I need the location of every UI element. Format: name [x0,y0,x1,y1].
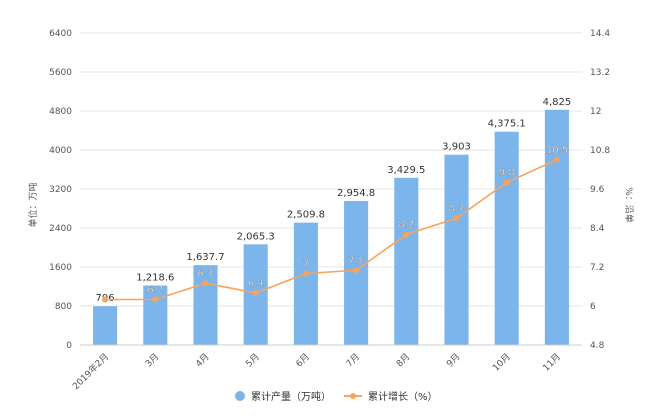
left-tick-label: 800 [55,302,72,312]
bar-value-label: 1,637.7 [186,252,224,263]
bar [143,285,168,345]
bar-value-label: 3,429.5 [387,165,425,176]
right-tick-label: 14.4 [590,29,610,39]
x-tick-label: 4月 [193,351,211,369]
x-tick-label: 11月 [541,351,563,373]
left-tick-label: 2400 [49,224,72,234]
right-tick-label: 12 [590,107,601,117]
line-value-label: 7 [303,259,309,270]
x-tick-label: 10月 [491,351,513,373]
legend: 累计产量（万吨） 累计增长（%） [235,390,438,403]
left-tick-label: 3200 [49,185,72,195]
x-axis-ticks: 2019年2月 3月 4月 5月 6月 7月 8月 9月 10月 11月 [70,344,582,392]
x-tick-label: 8月 [394,351,412,369]
left-tick-label: 6400 [49,29,72,39]
bar-value-label: 3,903 [442,142,471,153]
right-tick-label: 7.2 [590,263,604,273]
left-axis-title: 单位：万吨 [27,182,39,227]
line-point [453,215,460,222]
line-point [202,280,209,287]
bar-value-label: 4,825 [543,97,572,108]
right-tick-label: 10.8 [590,146,610,156]
legend-bar-marker [235,391,245,401]
bar [444,154,469,345]
line-value-label: 6.4 [248,278,264,289]
right-tick-label: 8.4 [590,224,605,234]
x-tick-label: 3月 [143,351,161,369]
line-value-label: 10.5 [546,145,568,156]
bar [494,131,519,345]
x-tick-label: 6月 [294,351,312,369]
right-tick-label: 6 [590,302,596,312]
left-tick-label: 1600 [49,263,72,273]
bar [193,265,218,345]
line-point [302,270,309,277]
line-point [553,156,560,163]
line-series [102,156,560,303]
line-point [252,290,259,296]
left-tick-label: 4800 [49,107,72,117]
bar-value-label: 1,218.6 [136,273,174,284]
x-tick-label: 9月 [444,351,462,369]
bar [293,222,318,345]
line-point [152,296,159,303]
left-axis-ticks: 0 800 1600 2400 3200 4000 4800 5600 6400 [49,29,72,351]
bar-value-label: 2,065.3 [237,231,275,242]
line-data-labels: 6.2 6.7 6.4 7 7.1 8.2 8.7 9.8 10.5 [147,145,568,296]
bar [93,306,118,345]
line-value-label: 7.1 [348,255,364,266]
x-tick-label: 5月 [244,351,262,369]
line-value-label: 6.7 [198,268,214,279]
line-value-label: 8.7 [449,203,465,214]
right-axis-title: %：沿单 [623,187,635,223]
bar-value-label: 4,375.1 [488,119,526,130]
right-axis-ticks: 4.8 6 7.2 8.4 9.6 10.8 12 13.2 14.4 [590,29,610,351]
bar-series [93,109,569,345]
right-tick-label: 4.8 [590,341,605,351]
line-point [503,179,510,186]
left-tick-label: 4000 [49,146,72,156]
line-value-label: 9.8 [499,168,515,179]
line-point [403,231,410,238]
x-tick-label: 7月 [344,351,362,369]
bar-value-label: 2,954.8 [337,188,375,199]
x-tick-label: 2019年2月 [70,351,111,392]
bar-value-label: 2,509.8 [287,210,325,221]
line-point [353,267,360,274]
line-value-label: 6.2 [147,285,163,296]
right-tick-label: 13.2 [590,68,610,78]
line-point [102,296,109,303]
legend-line-dot [350,393,356,399]
legend-line-label: 累计增长（%） [368,390,438,403]
left-tick-label: 0 [66,341,72,351]
right-tick-label: 9.6 [590,185,605,195]
growth-line [105,159,558,301]
legend-bar-label: 累计产量（万吨） [251,390,331,403]
line-value-label: 8.2 [398,220,414,231]
left-tick-label: 5600 [49,68,72,78]
bar [394,177,419,345]
bar [544,109,569,345]
